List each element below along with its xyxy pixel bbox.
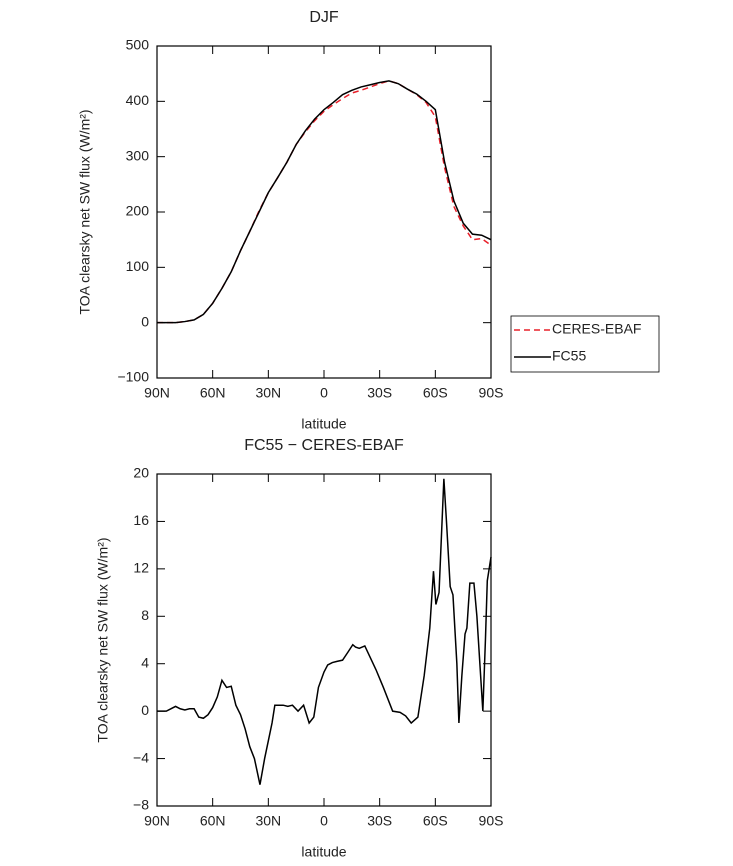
y-axis-label: TOA clearsky net SW flux (W/m²) [95, 537, 111, 742]
y-tick-label: −100 [117, 369, 149, 385]
x-tick-label: 90N [144, 385, 170, 401]
chart-title: FC55 − CERES-EBAF [244, 437, 404, 454]
x-tick-label: 90S [479, 813, 504, 829]
x-tick-label: 90S [479, 385, 504, 401]
x-tick-label: 0 [320, 385, 328, 401]
x-axis-label: latitude [301, 844, 346, 860]
y-tick-label: 300 [126, 147, 150, 163]
y-tick-label: 4 [141, 654, 149, 670]
x-tick-label: 60N [200, 385, 226, 401]
plot-frame [156, 45, 492, 379]
y-tick-label: −4 [133, 749, 149, 765]
data-line [157, 80, 492, 324]
y-tick-label: 500 [126, 37, 150, 53]
x-tick-label: 30S [367, 385, 392, 401]
y-tick-label: 100 [126, 258, 150, 274]
x-tick-label: 0 [320, 813, 328, 829]
y-tick-label: 0 [141, 702, 149, 718]
data-line [157, 478, 492, 785]
data-line [157, 80, 492, 324]
x-tick-label: 30S [367, 813, 392, 829]
chart-title: DJF [309, 9, 339, 26]
x-tick-label: 60N [200, 813, 226, 829]
x-axis-label: latitude [301, 416, 346, 432]
legend-label: CERES-EBAF [552, 321, 641, 337]
y-tick-label: 16 [133, 512, 149, 528]
y-tick-label: 200 [126, 203, 150, 219]
legend-label: FC55 [552, 348, 586, 364]
x-tick-label: 60S [423, 385, 448, 401]
y-tick-label: −8 [133, 797, 149, 813]
x-tick-label: 60S [423, 813, 448, 829]
y-tick-label: 8 [141, 607, 149, 623]
y-tick-label: 0 [141, 313, 149, 329]
plot-frame [156, 473, 492, 807]
legend-box [510, 315, 660, 373]
y-tick-label: 400 [126, 92, 150, 108]
y-axis-label: TOA clearsky net SW flux (W/m²) [77, 109, 93, 314]
y-tick-label: 20 [133, 465, 149, 481]
x-tick-label: 30N [255, 813, 281, 829]
x-tick-label: 90N [144, 813, 170, 829]
x-tick-label: 30N [255, 385, 281, 401]
y-tick-label: 12 [133, 560, 149, 576]
